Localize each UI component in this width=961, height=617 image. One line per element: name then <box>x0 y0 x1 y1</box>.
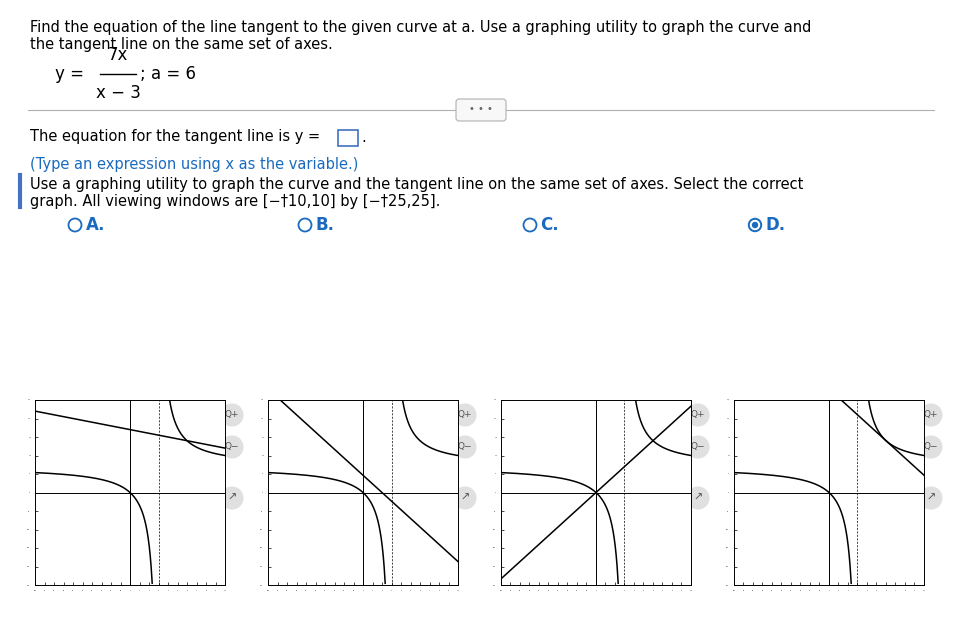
Text: • • •: • • • <box>469 104 492 115</box>
Circle shape <box>686 404 708 426</box>
Text: the tangent line on the same set of axes.: the tangent line on the same set of axes… <box>30 37 333 52</box>
Text: Find the equation of the line tangent to the given curve at a. Use a graphing ut: Find the equation of the line tangent to… <box>30 20 810 35</box>
Text: Q−: Q− <box>225 442 239 452</box>
Circle shape <box>454 487 476 509</box>
Circle shape <box>454 436 476 458</box>
FancyBboxPatch shape <box>337 130 357 146</box>
Circle shape <box>919 404 941 426</box>
Circle shape <box>752 223 756 228</box>
FancyBboxPatch shape <box>456 99 505 121</box>
Text: Q+: Q+ <box>457 410 472 420</box>
Text: D.: D. <box>765 216 785 234</box>
Text: B.: B. <box>315 216 334 234</box>
Circle shape <box>221 436 243 458</box>
Text: Q−: Q− <box>690 442 704 452</box>
Text: 7x: 7x <box>108 46 128 64</box>
Circle shape <box>221 404 243 426</box>
Circle shape <box>750 220 759 230</box>
Text: Q+: Q+ <box>923 410 937 420</box>
Text: y =: y = <box>55 65 84 83</box>
Text: C.: C. <box>540 216 558 234</box>
Text: Q−: Q− <box>923 442 937 452</box>
Text: ↗: ↗ <box>693 493 702 503</box>
Text: ↗: ↗ <box>925 493 935 503</box>
Circle shape <box>454 404 476 426</box>
Text: (Type an expression using x as the variable.): (Type an expression using x as the varia… <box>30 157 358 172</box>
Text: ; a = 6: ; a = 6 <box>140 65 196 83</box>
Text: The equation for the tangent line is y =: The equation for the tangent line is y = <box>30 130 320 144</box>
Circle shape <box>221 487 243 509</box>
Text: .: . <box>360 130 365 144</box>
Text: x − 3: x − 3 <box>95 84 140 102</box>
Text: Q+: Q+ <box>225 410 239 420</box>
Text: Use a graphing utility to graph the curve and the tangent line on the same set o: Use a graphing utility to graph the curv… <box>30 177 802 192</box>
Circle shape <box>686 436 708 458</box>
Circle shape <box>686 487 708 509</box>
Text: A.: A. <box>86 216 105 234</box>
Text: graph. All viewing windows are [−†10,10] by [−†25,25].: graph. All viewing windows are [−†10,10]… <box>30 194 440 209</box>
Text: ↗: ↗ <box>227 493 236 503</box>
Circle shape <box>919 436 941 458</box>
Text: Q−: Q− <box>457 442 472 452</box>
Text: Q+: Q+ <box>690 410 704 420</box>
Circle shape <box>748 218 761 231</box>
Circle shape <box>919 487 941 509</box>
Text: ↗: ↗ <box>459 493 469 503</box>
